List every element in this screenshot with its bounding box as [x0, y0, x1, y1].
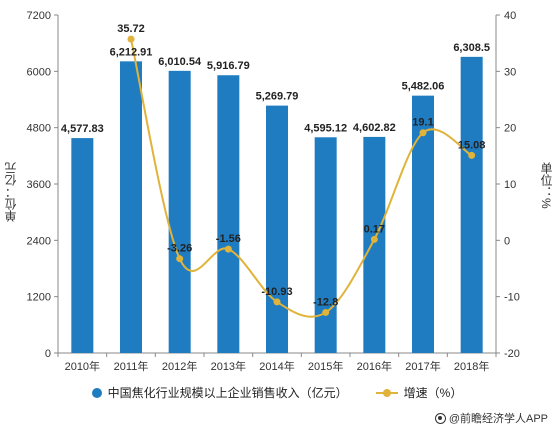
- bar: [120, 61, 142, 354]
- growth-value-label: 19.1: [412, 117, 433, 129]
- x-tick-label: 2012年: [162, 359, 197, 373]
- y-right-tick-label: 10: [504, 179, 516, 191]
- y-left-tick-label: 2400: [27, 235, 51, 247]
- growth-value-label: 0.17: [364, 223, 385, 235]
- source-logo-icon: [434, 412, 446, 424]
- growth-point: [273, 298, 281, 306]
- growth-point: [322, 308, 330, 316]
- legend-label-revenue: 中国焦化行业规模以上企业销售收入（亿元）: [107, 386, 348, 400]
- y-left-tick-label: 4800: [27, 123, 51, 135]
- source-text: @前瞻经济学人APP: [448, 413, 548, 425]
- growth-point: [468, 151, 476, 159]
- growth-value-label: 15.08: [458, 139, 486, 151]
- bar: [314, 137, 337, 353]
- bar-value-label: 4,577.83: [61, 123, 104, 135]
- x-tick-label: 2018年: [454, 359, 489, 373]
- bar-value-label: 6,308.5: [453, 42, 490, 54]
- x-tick-label: 2015年: [308, 359, 343, 373]
- bar: [168, 70, 191, 354]
- x-tick-label: 2010年: [65, 359, 100, 373]
- bar: [217, 75, 240, 354]
- y-left-tick-label: 1200: [27, 292, 51, 304]
- y-right-axis-title: 单位：%: [539, 162, 553, 209]
- y-right-tick-label: 40: [504, 10, 516, 22]
- x-tick-label: 2017年: [405, 359, 440, 373]
- x-tick-label: 2013年: [211, 359, 246, 373]
- bar-value-label: 5,916.79: [207, 60, 250, 72]
- chart: 0 1200 2400 3600 4800 6000 7200 -20 -10 0 10 20 30 40…: [27, 10, 520, 373]
- bar: [412, 95, 434, 353]
- y-left-axis-title: 单位：亿元: [4, 162, 18, 222]
- growth-value-label: -12.8: [313, 296, 338, 308]
- y-right-tick-label: -20: [504, 348, 520, 360]
- legend-item-growth: 增速（%）: [375, 384, 463, 401]
- bar-value-label: 4,595.12: [304, 122, 347, 134]
- bar-value-label: 4,602.82: [353, 122, 396, 134]
- bar-value-label: 5,482.06: [402, 81, 445, 93]
- growth-value-label: 35.72: [117, 23, 145, 35]
- bar-value-label: 5,269.79: [256, 91, 299, 103]
- growth-value-label: -10.93: [261, 286, 292, 298]
- bar: [266, 105, 288, 353]
- growth-point: [176, 255, 184, 263]
- legend-label-growth: 增速（%）: [403, 386, 463, 400]
- growth-value-label: -3.26: [167, 243, 192, 255]
- bar: [363, 136, 386, 353]
- legend: 中国焦化行业规模以上企业销售收入（亿元） 增速（%）: [0, 384, 554, 401]
- growth-point: [224, 245, 232, 253]
- x-tick-label: 2014年: [259, 359, 294, 373]
- legend-bar-swatch: [91, 387, 102, 398]
- growth-value-label: -1.56: [216, 233, 241, 245]
- bar-value-label: 6,212.91: [110, 46, 153, 58]
- bar: [460, 56, 483, 353]
- y-left-tick-label: 7200: [27, 10, 51, 22]
- bar-value-label: 6,010.54: [158, 56, 202, 68]
- growth-point: [419, 129, 427, 137]
- legend-line-swatch: [375, 388, 398, 398]
- y-left-tick-label: 3600: [27, 179, 51, 191]
- growth-line: [130, 38, 473, 318]
- y-left-tick-label: 6000: [27, 66, 51, 78]
- source-credit: @前瞻经济学人APP: [434, 410, 548, 426]
- y-left-tick-label: 0: [45, 348, 51, 360]
- bar: [71, 138, 94, 353]
- x-tick-label: 2011年: [114, 359, 149, 373]
- growth-point: [127, 35, 135, 43]
- growth-point: [370, 235, 378, 243]
- y-right-tick-label: 30: [504, 66, 516, 78]
- y-right-tick-label: 0: [504, 235, 510, 247]
- legend-item-revenue: 中国焦化行业规模以上企业销售收入（亿元）: [91, 384, 348, 401]
- x-tick-label: 2016年: [357, 359, 392, 373]
- y-right-tick-label: 20: [504, 123, 516, 135]
- y-right-tick-label: -10: [504, 292, 520, 304]
